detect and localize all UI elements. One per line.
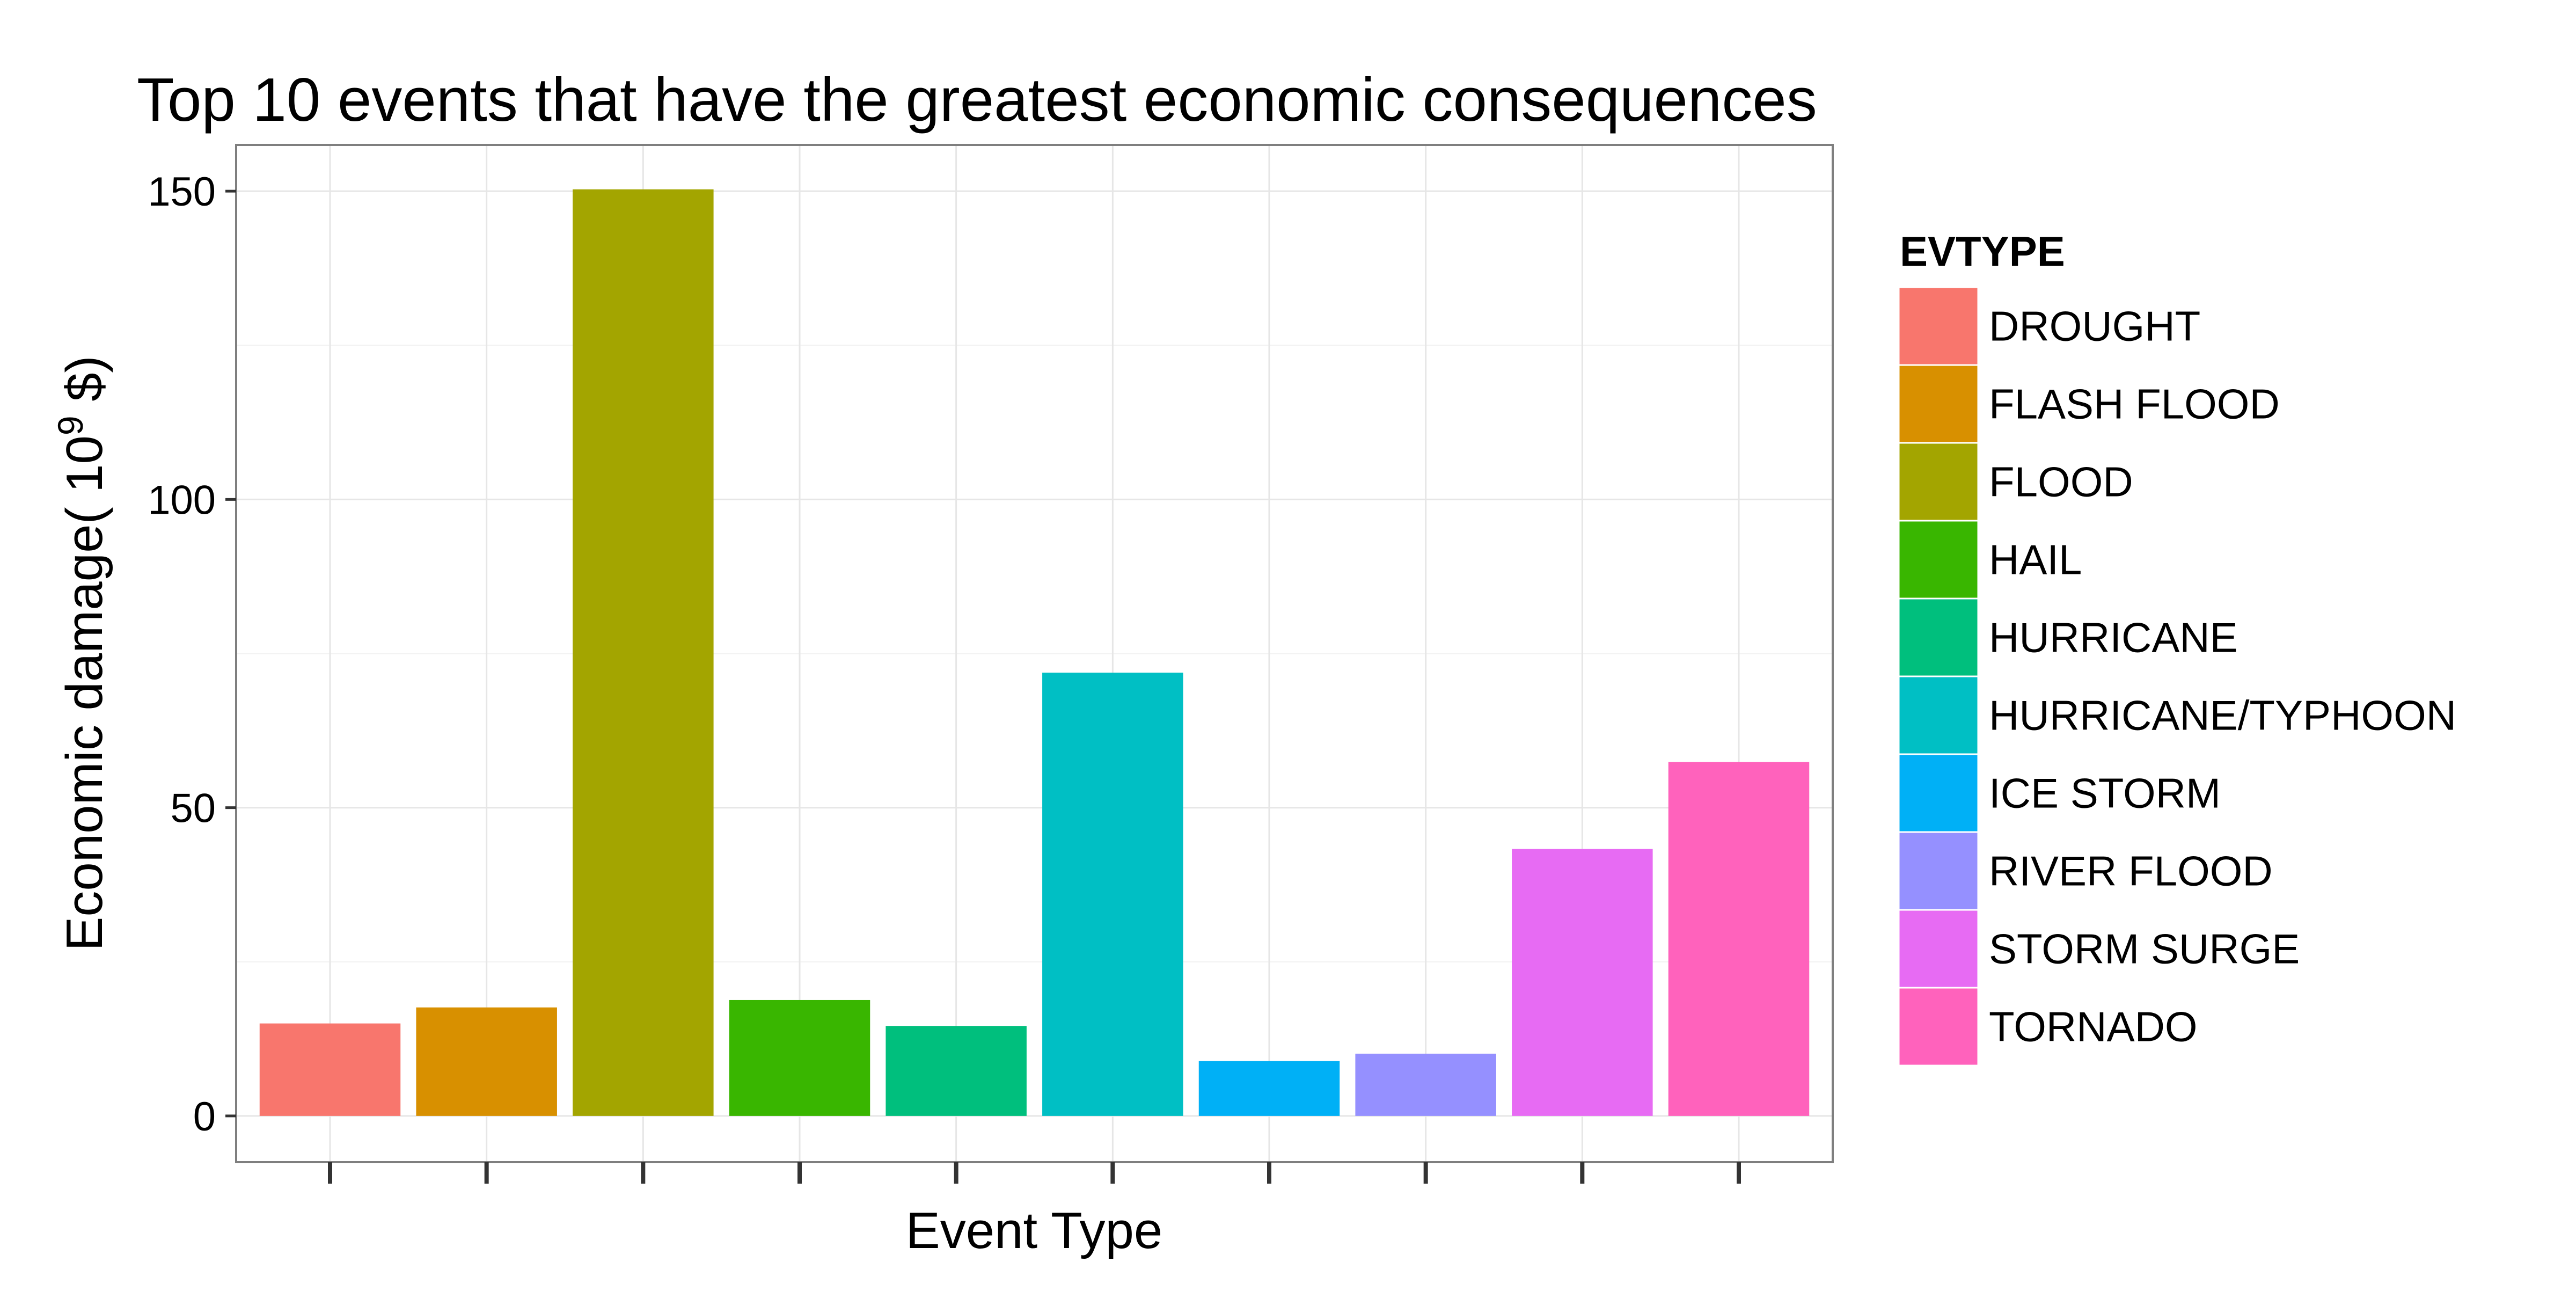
bar-storm-surge bbox=[1512, 849, 1653, 1116]
legend-key-ice-storm bbox=[1898, 753, 1979, 833]
chart-title: Top 10 events that have the greatest eco… bbox=[137, 66, 1817, 134]
y-tick-label: 50 bbox=[170, 786, 216, 832]
legend-key-tornado bbox=[1898, 987, 1979, 1067]
legend-key-hail bbox=[1898, 520, 1979, 600]
plot-panel-border bbox=[235, 144, 1834, 1163]
legend-label: FLOOD bbox=[1989, 458, 2133, 506]
y-axis: 0 50 100 150 bbox=[148, 169, 236, 1140]
legend-label: ICE STORM bbox=[1989, 770, 2221, 817]
legend-label: RIVER FLOOD bbox=[1989, 848, 2273, 895]
bar-ice-storm bbox=[1198, 1061, 1340, 1116]
legend-key-river-flood bbox=[1898, 831, 1979, 911]
bar-hurricane-typhoon bbox=[1042, 673, 1183, 1116]
bar-flood bbox=[573, 189, 714, 1116]
y-tick-label: 100 bbox=[148, 477, 216, 523]
bar-hail bbox=[729, 1000, 870, 1116]
legend-items: DROUGHT FLASH FLOOD FLOOD HAIL HURRICANE HURR… bbox=[1898, 286, 2456, 1067]
legend-title: EVTYPE bbox=[1900, 228, 2065, 275]
y-axis-label-suffix: $) bbox=[56, 355, 113, 415]
bar-hurricane bbox=[885, 1026, 1027, 1116]
x-axis-label: Event Type bbox=[906, 1202, 1163, 1259]
bar-flash-flood bbox=[416, 1007, 557, 1116]
legend-key-hurricane bbox=[1898, 597, 1979, 677]
legend-key-hurricane-typhoon bbox=[1898, 675, 1979, 755]
bars-group bbox=[259, 189, 1810, 1116]
legend-label: FLASH FLOOD bbox=[1989, 381, 2280, 428]
y-axis-label-prefix: Economic damage( 10 bbox=[56, 435, 113, 951]
y-axis-label-exponent: 9 bbox=[50, 415, 90, 435]
legend-label: HURRICANE bbox=[1989, 614, 2238, 661]
bar-drought bbox=[259, 1023, 401, 1116]
x-axis bbox=[328, 1162, 1741, 1184]
bar-river-flood bbox=[1355, 1053, 1496, 1116]
legend-label: HAIL bbox=[1989, 536, 2082, 583]
legend-label: TORNADO bbox=[1989, 1003, 2198, 1051]
y-axis-label: Economic damage( 109 $) bbox=[50, 355, 113, 951]
legend: EVTYPE DROUGHT FLASH FLOOD FLOOD HAIL HURRIC… bbox=[1898, 228, 2456, 1067]
bar-tornado bbox=[1668, 762, 1810, 1116]
legend-label: DROUGHT bbox=[1989, 303, 2200, 350]
plot-panel bbox=[235, 144, 1834, 1163]
legend-key-storm-surge bbox=[1898, 909, 1979, 989]
legend-key-flood bbox=[1898, 442, 1979, 522]
legend-label: HURRICANE/TYPHOON bbox=[1989, 692, 2456, 739]
legend-label: STORM SURGE bbox=[1989, 925, 2300, 973]
y-tick-label: 150 bbox=[148, 169, 216, 215]
legend-key-drought bbox=[1898, 286, 1979, 366]
y-tick-label: 0 bbox=[193, 1094, 216, 1140]
legend-key-flash-flood bbox=[1898, 364, 1979, 444]
